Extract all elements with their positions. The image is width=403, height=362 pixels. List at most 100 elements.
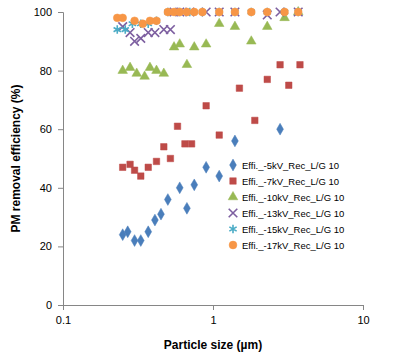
x-axis-title: Particle size (µm) [164, 338, 262, 352]
point [203, 103, 209, 109]
tick-mark [58, 71, 63, 72]
tick: 40 [40, 182, 63, 194]
legend-label: Effi._-13kV_Rec_L/G 10 [242, 208, 344, 219]
point [183, 8, 191, 16]
point [190, 8, 198, 16]
point [152, 214, 159, 226]
tick-label: 0.1 [56, 314, 71, 326]
tick-mark [58, 246, 63, 247]
tick: 80 [40, 65, 63, 77]
point [151, 28, 160, 37]
point [139, 20, 147, 28]
point [231, 8, 240, 17]
point [281, 8, 289, 16]
tick: 20 [40, 240, 63, 252]
tick-mark [213, 305, 214, 310]
tick-label: 40 [40, 182, 52, 194]
tick-label: 20 [40, 240, 52, 252]
legend-label: Effi._-17kV_Rec_L/G 10 [242, 240, 344, 251]
point [215, 8, 223, 16]
point [188, 141, 194, 147]
point [166, 25, 175, 34]
point [277, 61, 283, 67]
point [203, 161, 210, 173]
point [153, 17, 161, 25]
point [161, 144, 167, 150]
chart: 0.1110020406080100Particle size (µm)PM r… [0, 0, 403, 362]
point [216, 170, 223, 182]
legend-marker [230, 159, 237, 171]
point [247, 8, 255, 16]
tick-mark [363, 305, 364, 310]
point [122, 25, 129, 33]
point [231, 8, 238, 16]
point [216, 8, 223, 16]
tick: 1 [210, 305, 216, 326]
point [263, 8, 271, 16]
tick-mark [58, 129, 63, 130]
point [125, 62, 135, 70]
point [199, 8, 207, 16]
point [132, 68, 142, 76]
point [119, 14, 127, 22]
tick-label: 10 [357, 314, 369, 326]
legend-marker [229, 241, 237, 249]
axis-line [64, 306, 364, 311]
point [297, 61, 303, 67]
point [167, 155, 173, 161]
point [182, 59, 192, 67]
tick-label: 60 [40, 123, 52, 135]
series [118, 6, 303, 79]
legend-item: Effi._-13kV_Rec_L/G 10 [229, 208, 345, 219]
point [140, 71, 150, 79]
point [182, 141, 188, 147]
tick-label: 100 [34, 6, 52, 18]
point [252, 117, 258, 123]
point [138, 173, 144, 179]
point [215, 8, 224, 17]
point [145, 226, 152, 238]
point [201, 39, 211, 47]
point [145, 164, 151, 170]
legend: Effi._-5kV_Rec_L/G 10 Effi._-7kV_Rec_L/G … [228, 159, 344, 250]
point [264, 76, 270, 82]
point [131, 235, 138, 247]
point [131, 17, 139, 25]
point [145, 62, 155, 70]
legend-item: Effi._-10kV_Rec_L/G 10 [228, 191, 344, 202]
point [199, 8, 206, 16]
tick: 10 [357, 305, 369, 326]
tick: 60 [40, 123, 63, 135]
legend-label: Effi._-5kV_Rec_L/G 10 [242, 160, 339, 171]
legend-marker [230, 178, 236, 184]
point [153, 158, 159, 164]
legend-item: Effi._-17kV_Rec_L/G 10 [229, 240, 344, 251]
y-axis: 0 20 40 60 80 100 [34, 6, 64, 311]
tick-mark [58, 12, 63, 13]
point [231, 8, 239, 16]
point [114, 25, 121, 33]
tick: 0.1 [56, 305, 71, 326]
tick-label: 80 [40, 65, 52, 77]
point [124, 226, 131, 238]
point [277, 123, 284, 135]
point [176, 8, 184, 16]
point [189, 42, 199, 50]
point [191, 179, 198, 191]
y-axis-title: PM removal efficiency (%) [9, 84, 23, 232]
point [159, 68, 169, 76]
legend-item: Effi._-5kV_Rec_L/G 10 [230, 159, 339, 171]
tick-mark [58, 188, 63, 189]
tick-label: 1 [210, 314, 216, 326]
x-axis: 0.1 1 10 [56, 305, 370, 326]
point [230, 21, 240, 29]
legend-item: Effi._-7kV_Rec_L/G 10 [230, 176, 339, 187]
tick: 100 [34, 6, 63, 18]
point [294, 8, 302, 16]
point [126, 28, 135, 37]
tick: 0 [46, 299, 63, 311]
legend-marker [229, 209, 238, 218]
tick-mark [58, 305, 63, 306]
point [153, 17, 160, 25]
point [127, 161, 133, 167]
